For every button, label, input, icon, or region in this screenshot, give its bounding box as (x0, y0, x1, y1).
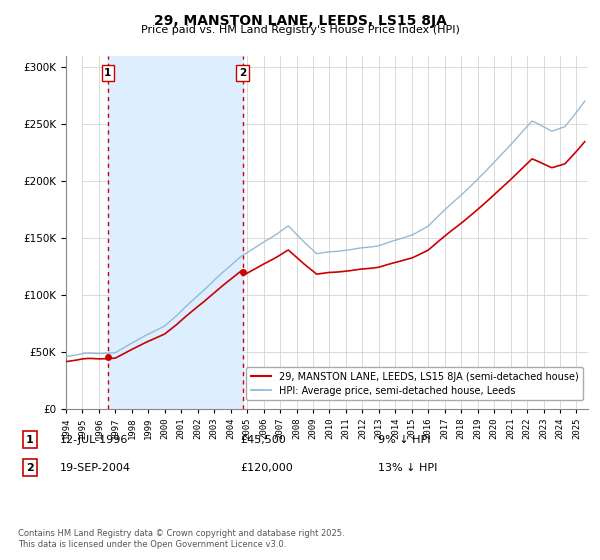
Text: 9% ↓ HPI: 9% ↓ HPI (378, 435, 431, 445)
Text: £120,000: £120,000 (240, 463, 293, 473)
Bar (108, 56, 242, 409)
Legend: 29, MANSTON LANE, LEEDS, LS15 8JA (semi-detached house), HPI: Average price, sem: 29, MANSTON LANE, LEEDS, LS15 8JA (semi-… (247, 367, 583, 400)
Text: £45,500: £45,500 (240, 435, 286, 445)
Text: 1: 1 (26, 435, 34, 445)
Text: 12-JUL-1996: 12-JUL-1996 (60, 435, 128, 445)
Text: 1: 1 (104, 68, 112, 78)
Text: Contains HM Land Registry data © Crown copyright and database right 2025.
This d: Contains HM Land Registry data © Crown c… (18, 529, 344, 549)
Text: 19-SEP-2004: 19-SEP-2004 (60, 463, 131, 473)
Text: 29, MANSTON LANE, LEEDS, LS15 8JA: 29, MANSTON LANE, LEEDS, LS15 8JA (154, 14, 446, 28)
Text: 13% ↓ HPI: 13% ↓ HPI (378, 463, 437, 473)
Bar (66, 56, 82, 409)
Text: 2: 2 (26, 463, 34, 473)
Text: Price paid vs. HM Land Registry's House Price Index (HPI): Price paid vs. HM Land Registry's House … (140, 25, 460, 35)
Text: 2: 2 (239, 68, 246, 78)
